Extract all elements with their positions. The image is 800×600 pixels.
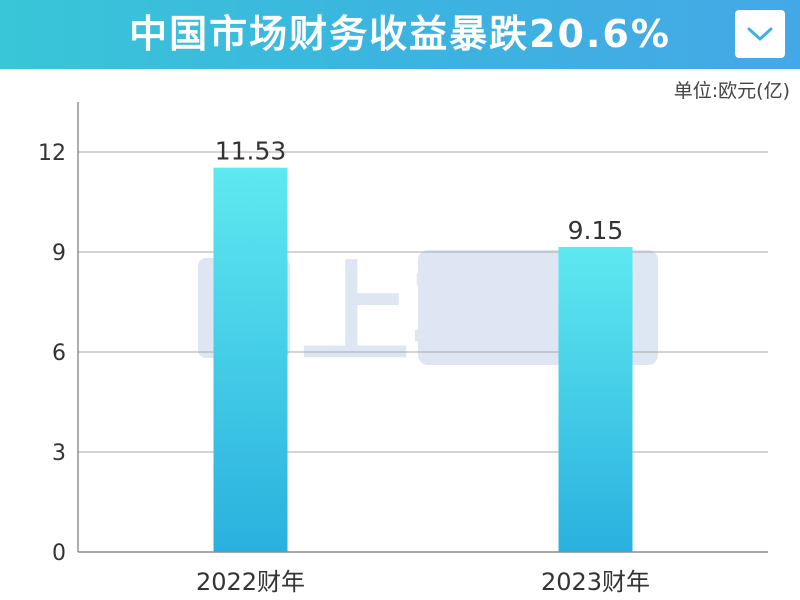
x-tick-label: 2022财年 xyxy=(196,568,305,596)
watermark-text: 上车 xyxy=(300,250,520,378)
data-label: 9.15 xyxy=(568,216,624,245)
y-tick-label: 9 xyxy=(52,241,66,266)
bar xyxy=(558,247,633,552)
title-banner: 中国市场财务收益暴跌20.6% xyxy=(0,0,800,69)
data-label: 11.53 xyxy=(215,137,287,166)
y-tick-label: 6 xyxy=(52,341,66,366)
x-tick-label: 2023财年 xyxy=(541,568,650,596)
y-tick-label: 3 xyxy=(52,441,66,466)
page-title: 中国市场财务收益暴跌20.6% xyxy=(129,12,671,56)
y-tick-label: 0 xyxy=(52,541,66,566)
chevron-down-icon xyxy=(747,27,773,41)
unit-label: 单位:欧元(亿) xyxy=(673,80,790,102)
y-tick-label: 12 xyxy=(38,141,66,166)
bar xyxy=(213,167,288,552)
dropdown-button[interactable] xyxy=(735,10,785,58)
